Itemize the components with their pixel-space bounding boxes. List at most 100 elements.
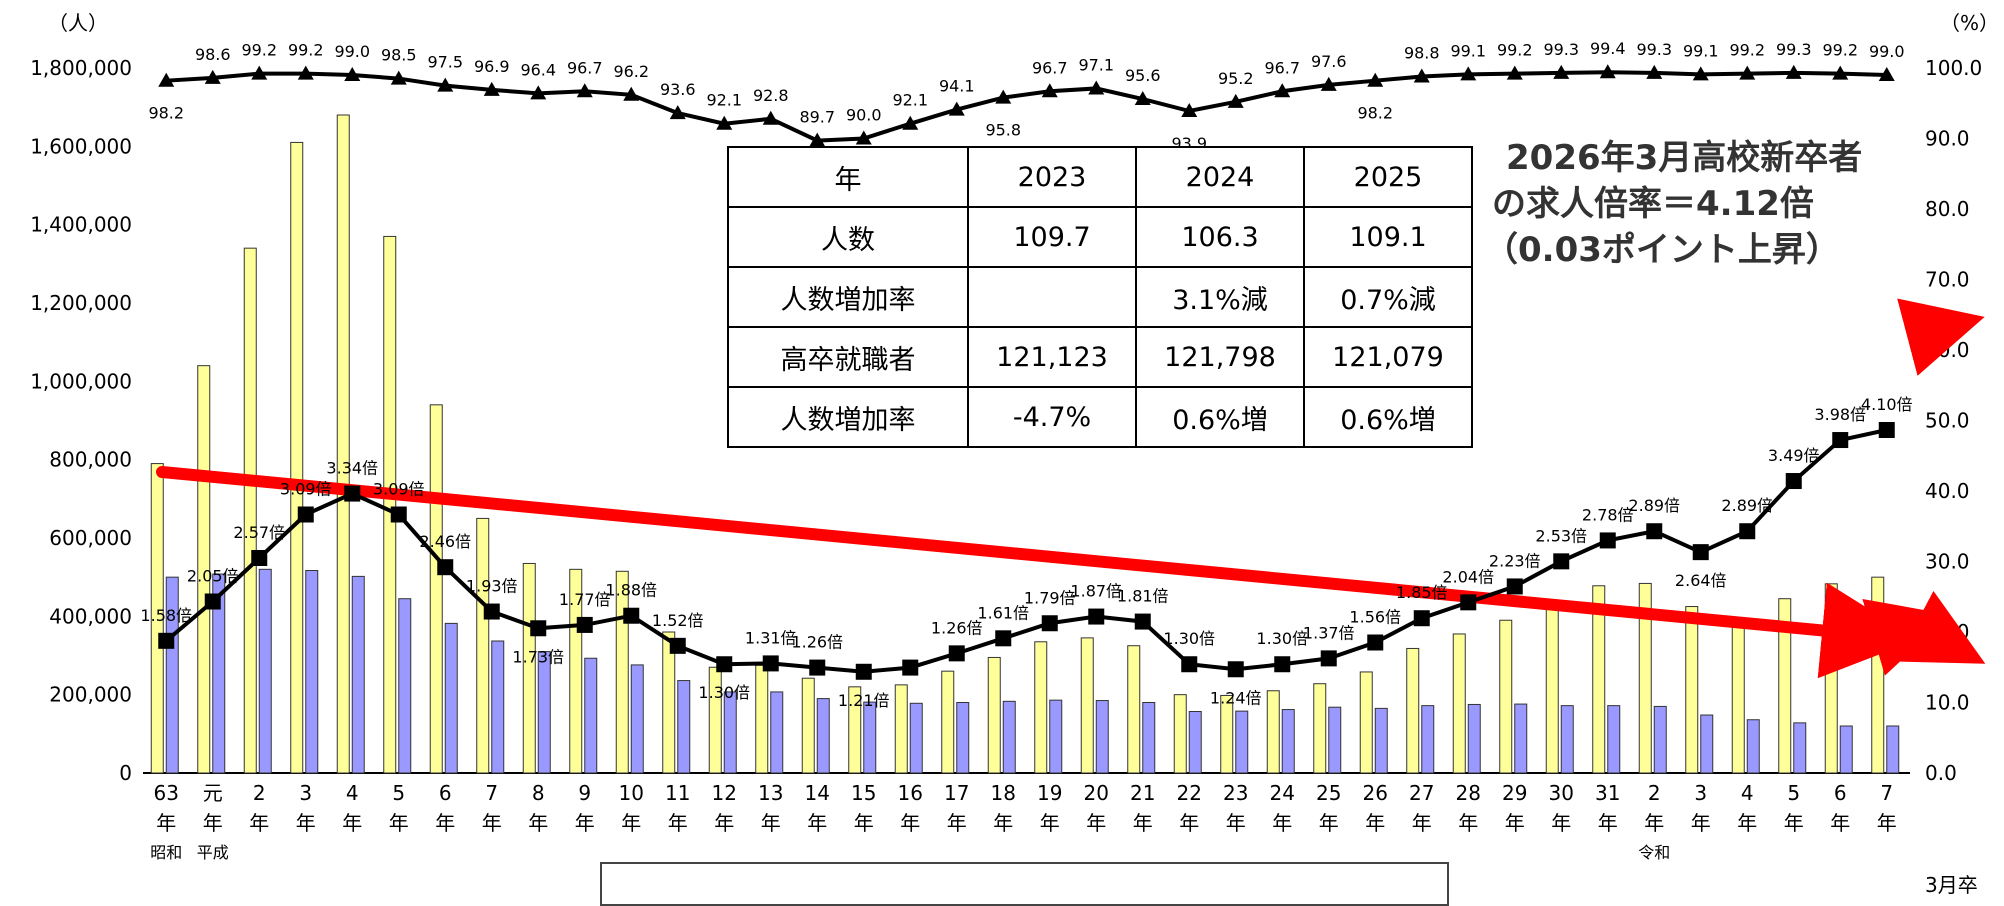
line-marker xyxy=(437,559,454,576)
data-label: 96.7 xyxy=(1264,58,1300,77)
x-tick-suffix: 年 xyxy=(621,811,641,835)
x-tick-suffix: 年 xyxy=(1179,811,1199,835)
bar xyxy=(1731,619,1745,774)
x-tick-suffix: 年 xyxy=(482,811,502,835)
x-tick-suffix: 年 xyxy=(1784,811,1804,835)
series-labels: 98.2 98.6 99.2 99.2 99.0 98.5 97.5 96.9 96.4 96.7… xyxy=(140,39,1912,710)
data-label: 92.1 xyxy=(706,91,742,110)
x-tick-suffix: 年 xyxy=(1412,811,1432,835)
bar xyxy=(1685,606,1699,774)
era-label: 昭和 xyxy=(150,843,182,862)
right-axis: 0.010.020.030.040.050.060.070.080.090.01… xyxy=(1925,56,1982,785)
x-tick-suffix: 年 xyxy=(854,811,874,835)
data-label: 96.9 xyxy=(474,57,510,76)
line-marker xyxy=(390,506,407,523)
line-marker xyxy=(1320,650,1337,667)
data-label: 96.2 xyxy=(613,62,649,81)
trend-arrow xyxy=(1897,298,1985,376)
x-tick-label: 24 xyxy=(1270,781,1295,805)
x-tick-suffix: 年 xyxy=(1319,811,1339,835)
bar xyxy=(1421,705,1435,774)
data-label: 3.09倍 xyxy=(373,479,425,498)
line-marker xyxy=(1413,610,1430,627)
bar xyxy=(444,622,458,774)
data-label: 2.78倍 xyxy=(1582,505,1634,524)
x-axis-labels: 63年元年2年3年4年5年6年7年8年9年10年11年12年13年14年15年1… xyxy=(150,781,1897,862)
line-marker xyxy=(1832,432,1849,449)
bar xyxy=(1824,583,1838,774)
line-marker xyxy=(762,110,779,125)
data-label: 2.89倍 xyxy=(1721,496,1773,515)
line-marker xyxy=(1832,65,1849,80)
x-tick-label: 27 xyxy=(1409,781,1434,805)
line-marker xyxy=(1692,544,1709,561)
right-tick-label: 40.0 xyxy=(1925,479,1970,503)
bar xyxy=(1607,705,1621,774)
bar xyxy=(1220,694,1234,774)
x-tick-suffix: 年 xyxy=(1877,811,1897,835)
data-label: 98.2 xyxy=(1357,104,1393,123)
data-label: 98.5 xyxy=(381,46,417,65)
line-marker xyxy=(995,630,1012,647)
x-tick-suffix: 年 xyxy=(342,811,362,835)
left-tick-label: 0 xyxy=(119,761,132,785)
data-label: 92.1 xyxy=(892,91,928,110)
bar xyxy=(1499,619,1513,774)
bar xyxy=(1002,700,1016,774)
table-row: 高卒就職者 121,123 121,798 121,079 xyxy=(727,326,1473,388)
bar xyxy=(150,463,164,774)
x-tick-label: 10 xyxy=(619,781,644,805)
line-marker xyxy=(1367,634,1384,651)
left-tick-label: 800,000 xyxy=(49,448,132,472)
data-label: 2.53倍 xyxy=(1535,526,1587,545)
line-marker xyxy=(390,70,407,85)
bar xyxy=(1406,647,1420,774)
x-tick-suffix: 年 xyxy=(1133,811,1153,835)
line-marker xyxy=(855,663,872,680)
bar xyxy=(677,680,691,774)
bar xyxy=(1359,671,1373,774)
right-tick-label: 70.0 xyxy=(1925,268,1970,292)
x-tick-suffix: 年 xyxy=(1458,811,1478,835)
line-marker xyxy=(1134,613,1151,630)
left-tick-label: 1,000,000 xyxy=(30,369,132,393)
line-marker xyxy=(530,85,547,100)
data-label: 2.23倍 xyxy=(1489,551,1541,570)
x-tick-suffix: 年 xyxy=(1691,811,1711,835)
table-cell: 年 xyxy=(727,146,969,208)
table-cell: 3.1%減 xyxy=(1135,266,1305,328)
right-tick-label: 30.0 xyxy=(1925,550,1970,574)
x-tick-label: 22 xyxy=(1177,781,1202,805)
x-tick-label: 7 xyxy=(1880,781,1893,805)
bar xyxy=(537,651,551,774)
line-marker xyxy=(297,506,314,523)
bar xyxy=(1514,703,1528,774)
line-marker xyxy=(483,81,500,96)
x-tick-suffix: 年 xyxy=(1737,811,1757,835)
x-tick-label: 6 xyxy=(1834,781,1847,805)
left-tick-label: 1,800,000 xyxy=(30,56,132,80)
bar xyxy=(1127,645,1141,774)
line-marker xyxy=(1599,64,1616,79)
right-tick-label: 10.0 xyxy=(1925,691,1970,715)
data-label: 99.2 xyxy=(1729,41,1765,60)
bar xyxy=(1235,710,1249,774)
data-label: 2.05倍 xyxy=(187,567,239,586)
data-label: 93.6 xyxy=(660,80,696,99)
data-label: 1.88倍 xyxy=(605,581,657,600)
data-label: 90.0 xyxy=(846,106,882,125)
bar xyxy=(1281,709,1295,774)
x-tick-label: 20 xyxy=(1084,781,1109,805)
line-marker xyxy=(1785,473,1802,490)
line-marker xyxy=(809,132,826,147)
line-marker xyxy=(251,549,268,566)
line-marker xyxy=(902,115,919,130)
line-marker xyxy=(251,65,268,80)
line-marker xyxy=(1599,532,1616,549)
x-tick-suffix: 年 xyxy=(1226,811,1246,835)
bar xyxy=(1560,705,1574,774)
bar xyxy=(476,517,490,774)
x-tick-label: 7 xyxy=(485,781,498,805)
table-row: 人数 109.7 106.3 109.1 xyxy=(727,206,1473,268)
data-label: 95.6 xyxy=(1125,66,1161,85)
